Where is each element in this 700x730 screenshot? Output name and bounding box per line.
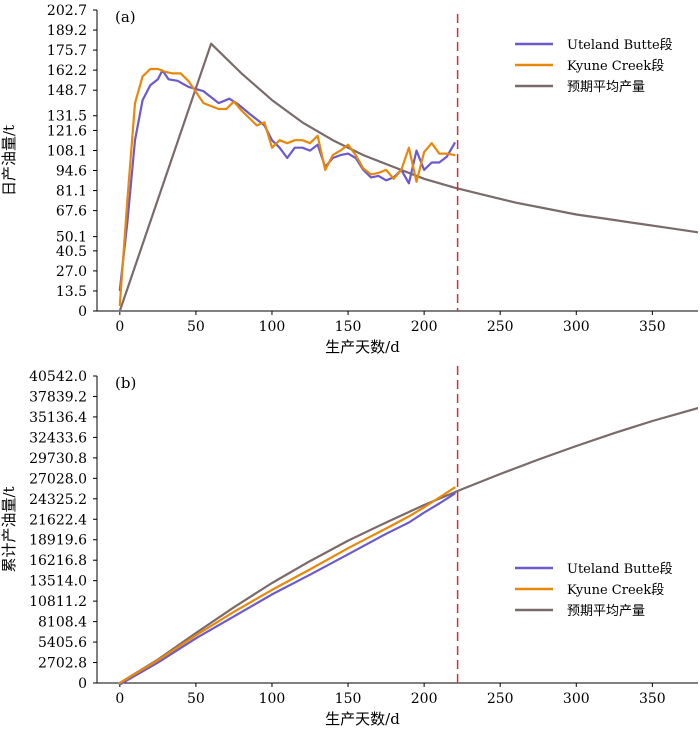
y-tick-label: 40.5 xyxy=(56,244,87,260)
y-axis-title: 累计产油量/t xyxy=(0,486,18,572)
y-tick-label: 2702.8 xyxy=(38,656,87,672)
legend-label: Uteland Butte段 xyxy=(567,38,673,53)
y-tick-label: 18919.6 xyxy=(29,533,87,549)
panel-b: 0 2702.8 5405.6 8108.4 10811.2 13514.0 16216.8… xyxy=(0,366,698,728)
y-tick-label: 24325.2 xyxy=(29,492,87,508)
y-tick-label: 162.2 xyxy=(47,63,87,79)
y-tick-label: 81.1 xyxy=(56,184,87,200)
y-tick-label: 94.6 xyxy=(56,164,87,180)
y-tick-label: 148.7 xyxy=(47,83,87,99)
panel-label: (a) xyxy=(115,8,136,26)
x-tick-label: 300 xyxy=(563,319,590,335)
y-tick-label: 16216.8 xyxy=(29,553,87,569)
x-tick-label: 200 xyxy=(411,319,438,335)
y-tick-label: 40542.0 xyxy=(29,369,87,385)
y-tick-label: 10811.2 xyxy=(29,594,87,610)
y-tick-label: 131.5 xyxy=(47,109,87,125)
y-tick-label: 5405.6 xyxy=(38,635,87,651)
y-tick-label: 32433.6 xyxy=(29,430,87,446)
series-line-forecast xyxy=(118,42,698,313)
y-tick-label: 121.6 xyxy=(47,123,87,139)
x-tick-label: 50 xyxy=(187,691,205,707)
y-tick-label: 21622.4 xyxy=(29,512,87,528)
y-tick-label: 13514.0 xyxy=(29,574,87,590)
legend-label: Kyune Creek段 xyxy=(567,583,664,598)
y-tick-label: 0 xyxy=(78,676,87,692)
y-tick-label: 0 xyxy=(78,304,87,320)
legend-label: Uteland Butte段 xyxy=(567,562,673,577)
y-tick-label: 29730.8 xyxy=(29,451,87,467)
x-tick-label: 150 xyxy=(335,319,362,335)
panel-a: 013.527.040.550.167.681.194.6108.1121.61… xyxy=(0,3,698,356)
series-line-uteland xyxy=(118,492,456,685)
x-tick-label: 150 xyxy=(335,691,362,707)
y-tick-label: 27.0 xyxy=(56,264,87,280)
y-tick-label: 108.1 xyxy=(47,143,87,159)
x-tick-label: 250 xyxy=(487,319,514,335)
legend-label: Kyune Creek段 xyxy=(567,59,664,74)
x-tick-label: 100 xyxy=(259,319,286,335)
series-line-kyune xyxy=(118,67,456,307)
y-tick-label: 13.5 xyxy=(56,284,87,300)
x-tick-label: 350 xyxy=(639,691,666,707)
x-tick-label: 50 xyxy=(187,319,205,335)
y-tick-label: 67.6 xyxy=(56,204,87,220)
y-tick-label: 35136.4 xyxy=(29,410,87,426)
x-axis-title: 生产天数/d xyxy=(325,338,400,356)
legend-label: 预期平均产量 xyxy=(567,80,645,95)
y-tick-label: 50.1 xyxy=(56,230,87,246)
x-axis-title: 生产天数/d xyxy=(325,710,400,728)
y-tick-label: 202.7 xyxy=(47,3,87,19)
y-tick-label: 37839.2 xyxy=(29,389,87,405)
x-tick-label: 0 xyxy=(115,319,124,335)
y-axis-title: 日产油量/t xyxy=(0,125,18,196)
y-tick-label: 175.7 xyxy=(47,43,87,59)
y-tick-label: 8108.4 xyxy=(38,615,87,631)
y-tick-label: 27028.0 xyxy=(29,471,87,487)
x-tick-label: 350 xyxy=(639,319,666,335)
legend-label: 预期平均产量 xyxy=(567,604,645,619)
x-tick-label: 300 xyxy=(563,691,590,707)
panel-label: (b) xyxy=(115,374,136,392)
series-line-kyune xyxy=(118,486,456,685)
series-line-forecast xyxy=(118,407,698,685)
x-tick-label: 250 xyxy=(487,691,514,707)
x-tick-label: 100 xyxy=(259,691,286,707)
y-tick-label: 189.2 xyxy=(47,23,87,39)
x-tick-label: 200 xyxy=(411,691,438,707)
series-line-uteland xyxy=(118,69,456,292)
x-tick-label: 0 xyxy=(115,691,124,707)
